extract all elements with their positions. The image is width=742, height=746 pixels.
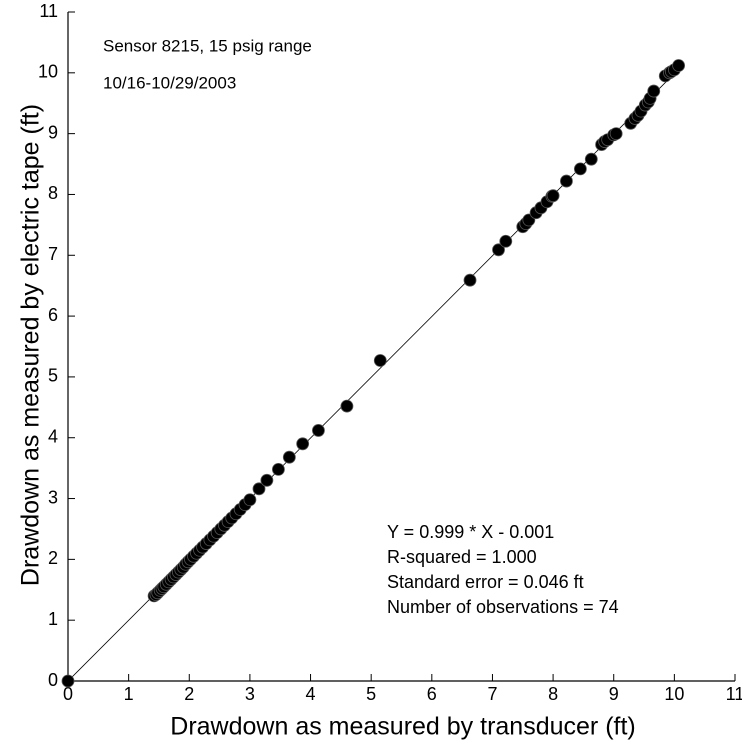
y-tick-label: 6 xyxy=(48,305,58,325)
y-tick-label: 2 xyxy=(48,548,58,568)
x-tick-label: 0 xyxy=(63,684,73,704)
x-tick-label: 9 xyxy=(609,684,619,704)
x-axis-label: Drawdown as measured by transducer (ft) xyxy=(170,713,635,741)
stat-text: R-squared = 1.000 xyxy=(387,547,537,567)
y-tick-label: 8 xyxy=(48,183,58,203)
point xyxy=(312,424,325,437)
point xyxy=(609,127,623,141)
point xyxy=(260,473,274,487)
x-tick-label: 3 xyxy=(245,684,255,704)
point xyxy=(499,234,513,248)
point xyxy=(272,462,285,476)
y-tick-label: 7 xyxy=(48,244,58,264)
x-tick-label: 4 xyxy=(306,684,316,704)
point xyxy=(243,493,257,507)
point xyxy=(584,152,598,166)
y-tick-label: 11 xyxy=(39,1,58,21)
y-tick-label: 5 xyxy=(48,366,58,386)
point xyxy=(340,399,354,413)
y-tick-label: 9 xyxy=(48,122,58,142)
point xyxy=(492,243,505,257)
y-tick-label: 0 xyxy=(48,670,58,690)
x-tick-label: 5 xyxy=(366,684,376,704)
stat-text: Y = 0.999 * X - 0.001 xyxy=(387,522,554,542)
annotation: 10/16-10/29/2003 xyxy=(103,73,236,92)
annotation: Sensor 8215, 15 psig range xyxy=(103,36,312,55)
stat-text: Standard error = 0.046 ft xyxy=(387,572,584,592)
y-axis-label: Drawdown as measured by electric tape (f… xyxy=(17,104,45,586)
stat-text: Number of observations = 74 xyxy=(387,597,619,617)
y-tick-label: 10 xyxy=(38,62,58,82)
point xyxy=(373,354,387,367)
point xyxy=(560,174,573,188)
point xyxy=(463,273,477,287)
point xyxy=(647,84,661,98)
y-tick-label: 3 xyxy=(48,487,58,507)
x-tick-label: 11 xyxy=(726,684,742,704)
x-tick-label: 10 xyxy=(664,684,684,704)
y-tick-label: 4 xyxy=(48,426,58,446)
point xyxy=(61,674,75,688)
point xyxy=(296,437,310,451)
point xyxy=(672,59,686,72)
point xyxy=(546,189,560,203)
x-tick-label: 7 xyxy=(487,684,497,704)
point xyxy=(282,450,296,464)
x-tick-label: 8 xyxy=(548,684,558,704)
y-tick-label: 1 xyxy=(48,609,58,629)
x-tick-label: 6 xyxy=(427,684,437,704)
x-tick-label: 1 xyxy=(124,684,134,704)
point xyxy=(252,482,266,496)
point xyxy=(573,162,587,176)
x-tick-label: 2 xyxy=(184,684,194,704)
